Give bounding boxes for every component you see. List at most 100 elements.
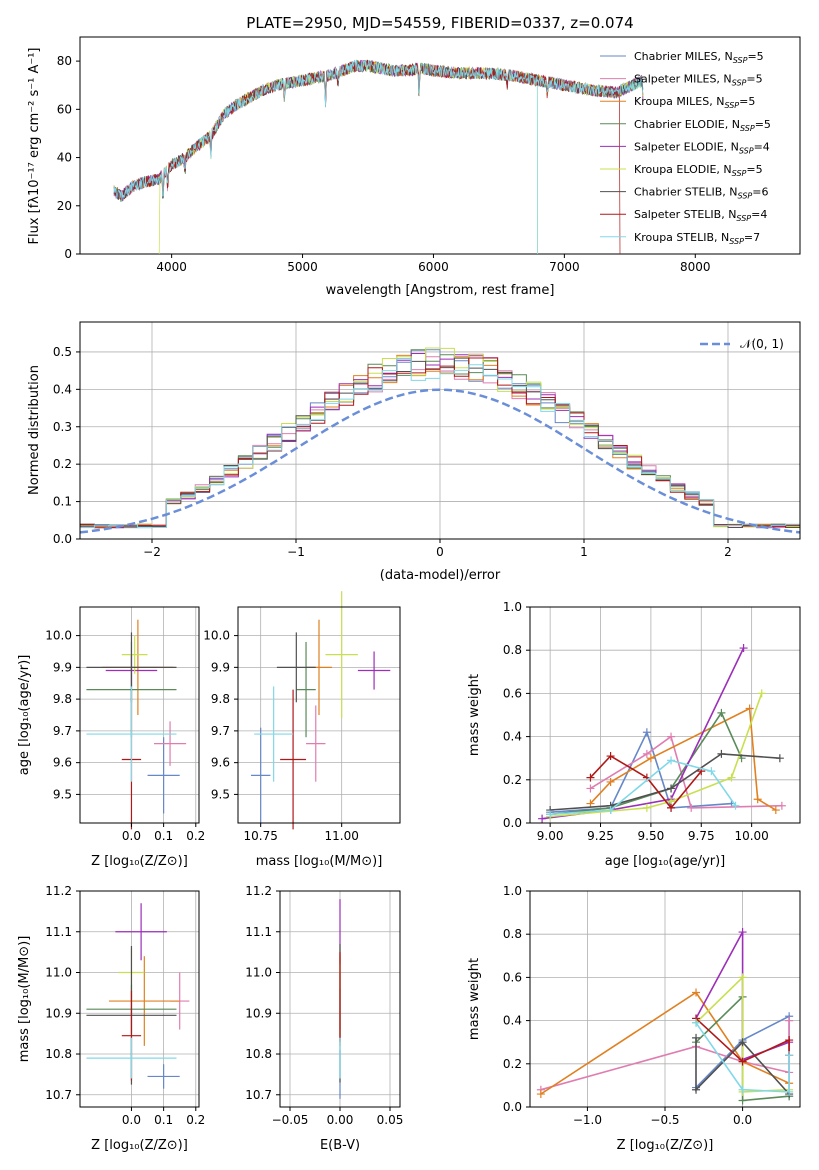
xtick-label: 9.25 [587, 829, 614, 843]
chart-title: PLATE=2950, MJD=54559, FIBERID=0337, z=0… [246, 14, 633, 32]
ytick-label: 9.5 [53, 787, 72, 801]
mass-weight-marker [536, 1090, 545, 1099]
mass-weight-line [550, 730, 732, 813]
mass-weight-marker [738, 1085, 747, 1094]
errorbar-point [115, 903, 167, 961]
axes-frame [79, 890, 200, 1108]
ytick-label: 10.8 [45, 1047, 72, 1061]
xtick-label: 0.2 [186, 1113, 205, 1127]
spectrum-line [113, 59, 621, 255]
mass-weight-marker [667, 803, 676, 812]
xtick-label: 0.00 [327, 1113, 354, 1127]
errorbar-point [276, 632, 316, 703]
mass-weight-marker [738, 1038, 747, 1047]
mass-weight-marker [745, 704, 754, 713]
mass-weight-marker [775, 754, 784, 763]
xlabel: age [log₁₀(age/yr)] [605, 854, 726, 869]
histogram-series [80, 358, 800, 529]
mass-weight-marker [692, 988, 701, 997]
mass-weight-marker [687, 803, 696, 812]
spectrum-line [113, 59, 644, 202]
mass-weight-marker [707, 767, 716, 776]
ytick-label: 10.9 [245, 1006, 272, 1020]
mass-weight-line [695, 1037, 790, 1095]
histogram-series [80, 347, 800, 528]
spectrum-ytick-label: 20 [57, 199, 72, 213]
spectrum-panel: 4000 5000 6000 7000 8000 0 20 40 60 80 Chabrier M… [27, 36, 801, 298]
legend-label: Chabrier MILES, NSSP=5 [634, 50, 764, 65]
ytick-label: 9.8 [211, 692, 230, 706]
ylabel: mass weight [467, 958, 482, 1040]
histogram-xlabel: (data-model)/error [380, 568, 501, 583]
xtick-label: −0.5 [650, 1113, 679, 1127]
xtick-label: 9.50 [638, 829, 665, 843]
ytick-label: 0.4 [503, 1014, 522, 1028]
histogram-legend: 𝒩(0, 1) [700, 337, 784, 351]
ytick-label: 0.8 [503, 643, 522, 657]
mass-weight-marker [642, 728, 651, 737]
xtick-label: 10.75 [244, 829, 278, 843]
ytick-label: 0.8 [503, 927, 522, 941]
mass-weight-marker [606, 777, 615, 786]
errorbar-point [357, 651, 391, 690]
histogram-xtick-label: −2 [143, 545, 161, 559]
spectrum-ytick-label: 80 [57, 54, 72, 68]
errorbar-point [86, 1037, 177, 1079]
mass-weight-marker [738, 1057, 747, 1066]
mass-weight-marker [642, 803, 651, 812]
xtick-label: 0.0 [733, 1113, 752, 1127]
ytick-label: 9.7 [53, 724, 72, 738]
mass-weight-marker [785, 1051, 794, 1060]
ytick-label: 9.9 [211, 660, 230, 674]
xtick-label: 0.0 [122, 829, 141, 843]
mass-weight-marker [646, 754, 655, 763]
spectrum-ytick-label: 0 [64, 247, 72, 261]
histogram-series [80, 349, 800, 529]
age-vs-metallicity-panel: 0.0 0.1 0.2 9.5 9.6 9.7 9.8 9.9 10.0 Z [log₁₀(Z/Z… [17, 606, 205, 869]
xtick-label: 0.05 [377, 1113, 404, 1127]
age-vs-mass-panel: 10.75 11.00 9.5 9.6 9.7 9.8 9.9 10.0 mass [log₁₀… [203, 591, 401, 869]
mass-weight-marker [739, 644, 748, 653]
xlabel: E(B-V) [320, 1138, 360, 1153]
mass-weight-line [540, 991, 790, 1095]
errorbar-point [108, 956, 180, 1046]
xtick-label: 0.1 [154, 1113, 173, 1127]
spectrum-xtick-label: 4000 [156, 260, 187, 274]
spectrum-xlabel: wavelength [Angstrom, rest frame] [326, 283, 555, 298]
mass-weight-marker [738, 1096, 747, 1105]
errorbar-point [86, 686, 177, 782]
age-mass-weight-panel: 9.00 9.25 9.50 9.75 10.00 0.0 0.2 0.4 0.6 0.8 1.0 a… [467, 600, 801, 869]
mass-weight-marker [586, 784, 595, 793]
spectrum-xtick-label: 8000 [680, 260, 711, 274]
histogram-ytick-label: 0.1 [53, 495, 72, 509]
mass-weight-marker [717, 749, 726, 758]
mass-weight-line [541, 647, 745, 820]
ytick-label: 10.7 [45, 1088, 72, 1102]
mass-weight-marker [777, 801, 786, 810]
legend-label: Kroupa ELODIE, NSSP=5 [634, 163, 763, 178]
histogram-xtick-label: 0 [436, 545, 444, 559]
mass-weight-marker [785, 1016, 794, 1025]
ytick-label: 0.4 [503, 730, 522, 744]
mass-weight-marker [586, 799, 595, 808]
errorbar-point [325, 591, 358, 719]
xtick-label: 0.0 [122, 1113, 141, 1127]
normal-reference-curve [79, 388, 801, 534]
axes-frame [529, 606, 801, 824]
errorbar-point [296, 641, 316, 738]
histogram-ytick-label: 0.2 [53, 457, 72, 471]
xtick-label: 9.75 [688, 829, 715, 843]
ytick-label: 10.0 [203, 629, 230, 643]
histogram-xtick-label: 2 [724, 545, 732, 559]
ytick-label: 10.9 [45, 1006, 72, 1020]
errorbar-point [306, 705, 326, 782]
ytick-label: 9.6 [53, 756, 72, 770]
xtick-label: 10.00 [734, 829, 768, 843]
mass-weight-marker [757, 689, 766, 698]
mass-weight-marker [667, 756, 676, 765]
mass-weight-marker [785, 1087, 794, 1096]
mass-weight-line [695, 1017, 790, 1063]
mass-weight-line [550, 711, 743, 816]
errorbar-point [147, 737, 180, 814]
